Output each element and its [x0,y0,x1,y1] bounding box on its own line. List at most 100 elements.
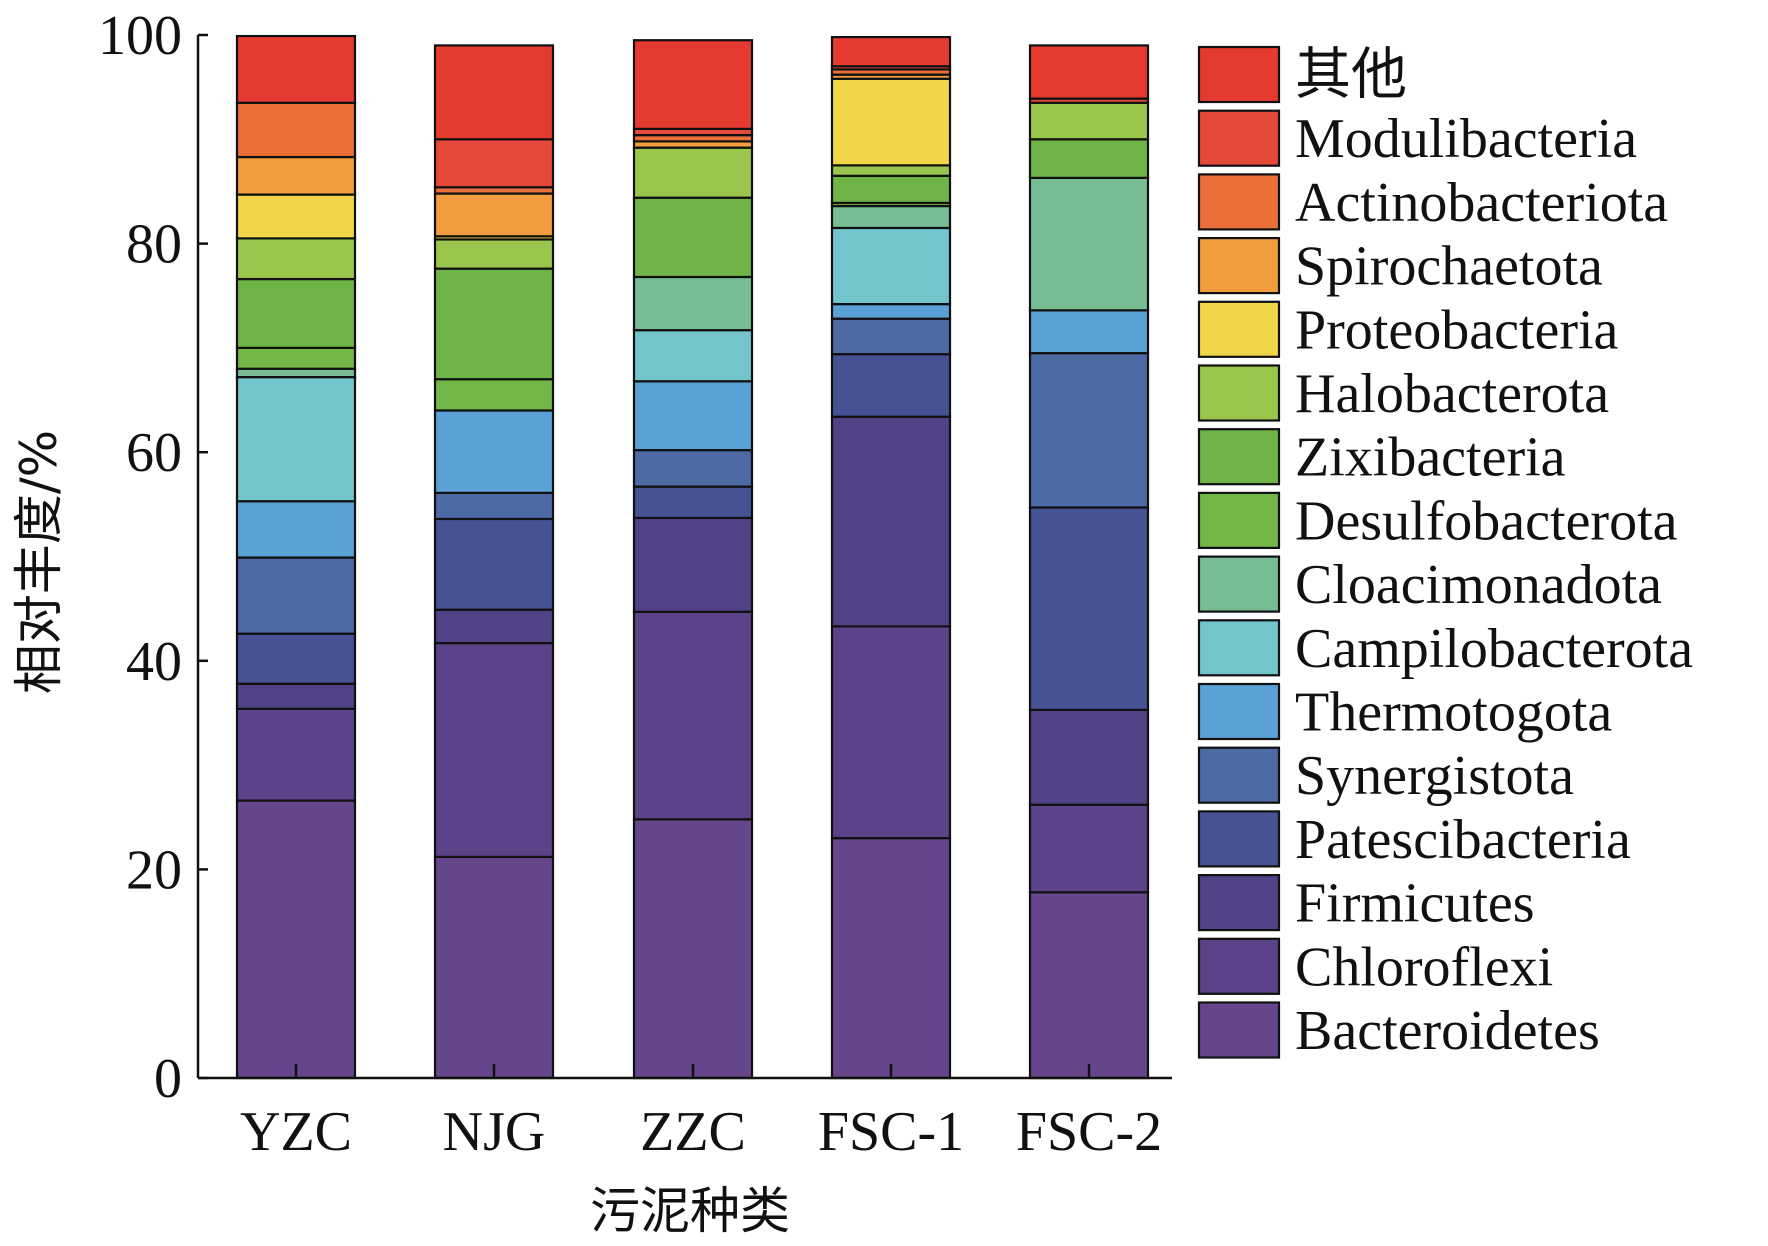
bar-segment-YZC-Campilobacterota [235,376,357,503]
legend-swatch-Patescibacteria [1197,810,1281,868]
bar-segment-NJG-Synergistota [433,491,555,521]
bar-segment-ZZC-Patescibacteria [632,485,754,520]
y-tick-label-100: 100 [98,5,182,67]
bar-segment-FSC-1-Campilobacterota [830,226,952,306]
legend-swatch-Firmicutes [1197,873,1281,932]
bar-segment-FSC-2-Zixibacteria [1028,138,1150,179]
bar-segment-FSC-2-Synergistota [1028,352,1150,509]
bar-segment-FSC-2-Cloacimonadota [1028,176,1150,312]
bar-segment-FSC-1-其他 [830,35,952,68]
bar-segment-NJG-Chloroflexi [433,641,555,858]
bar-segment-FSC-1-Firmicutes [830,415,952,628]
bar-segment-FSC-1-Halobacterota [830,164,952,177]
bar-segment-NJG-Halobacterota [433,238,555,270]
x-axis-title: 污泥种类 [590,1182,790,1240]
bar-segment-FSC-2-Firmicutes [1028,708,1150,806]
legend-label-Proteobacteria: Proteobacteria [1295,299,1619,361]
legend-label-Zixibacteria: Zixibacteria [1295,427,1566,489]
bar-segment-FSC-2-Patescibacteria [1028,506,1150,711]
bar-segment-NJG-Bacteroidetes [433,855,555,1080]
y-tick-label-80: 80 [126,214,182,276]
legend-label-Desulfobacterota: Desulfobacterota [1295,490,1678,552]
bar-segment-FSC-1-Patescibacteria [830,353,952,418]
bar-segment-FSC-1-Bacteroidetes [830,837,952,1080]
legend-swatch-其他 [1197,45,1281,104]
bar-segment-FSC-2-其他 [1028,44,1150,100]
legend-label-Actinobacteriota: Actinobacteriota [1295,172,1668,234]
x-tick-label-YZC: YZC [240,1101,352,1163]
bar-segment-NJG-其他 [433,44,555,141]
y-tick-label-60: 60 [126,422,182,484]
legend: 其他ModulibacteriaActinobacteriotaSpirocha… [1197,45,1693,1062]
bar-segment-FSC-2-Halobacterota [1028,101,1150,141]
legend-swatch-Halobacterota [1197,364,1281,422]
bar-segment-YZC-Halobacterota [235,237,357,281]
bar-segment-FSC-2-Bacteroidetes [1028,891,1150,1080]
legend-label-Thermotogota: Thermotogota [1295,682,1612,744]
bar-segment-FSC-1-Zixibacteria [830,174,952,205]
bar-segment-YZC-Firmicutes [235,682,357,710]
legend-swatch-Zixibacteria [1197,428,1281,486]
bar-segment-NJG-Patescibacteria [433,517,555,611]
legend-swatch-Thermotogota [1197,682,1281,741]
bar-segment-ZZC-Zixibacteria [632,196,754,279]
bar-segment-YZC-Bacteroidetes [235,799,357,1080]
bar-segment-ZZC-Firmicutes [632,516,754,613]
bar-segment-FSC-2-Thermotogota [1028,309,1150,355]
bars-layer [235,34,1150,1080]
bar-segment-FSC-1-Cloacimonadota [830,204,952,230]
bar-segment-ZZC-Cloacimonadota [632,275,754,332]
legend-swatch-Proteobacteria [1197,300,1281,358]
bar-segment-YZC-Cloacimonadota [235,367,357,379]
legend-label-其他: 其他 [1295,45,1407,107]
bar-segment-ZZC-Halobacterota [632,146,754,199]
bar-segment-ZZC-Bacteroidetes [632,818,754,1080]
bar-segment-FSC-1-Proteobacteria [830,77,952,167]
bar-segment-ZZC-Campilobacterota [632,329,754,383]
x-tick-label-FSC-1: FSC-1 [818,1101,964,1163]
bar-segment-NJG-Desulfobacterota [433,378,555,412]
legend-label-Synergistota: Synergistota [1295,745,1574,807]
legend-swatch-Actinobacteriota [1197,173,1281,231]
legend-swatch-Bacteroidetes [1197,1001,1281,1059]
legend-swatch-Desulfobacterota [1197,491,1281,549]
legend-label-Firmicutes: Firmicutes [1295,873,1535,935]
bar-segment-NJG-Zixibacteria [433,267,555,381]
bar-segment-YZC-Zixibacteria [235,277,357,350]
y-tick-label-0: 0 [154,1048,182,1110]
axes-layer: 0 20 40 60 80 100 YZC NJG ZZC FSC-1 FSC-2 [98,5,1172,1163]
legend-label-Campilobacterota: Campilobacterota [1295,618,1693,680]
bar-segment-FSC-1-Synergistota [830,317,952,356]
bar-segment-FSC-2-Chloroflexi [1028,803,1150,894]
legend-swatch-Modulibacteria [1197,109,1281,167]
bar-segment-FSC-1-Thermotogota [830,302,952,320]
bar-segment-YZC-Patescibacteria [235,632,357,685]
legend-label-Bacteroidetes: Bacteroidetes [1295,1000,1600,1062]
bar-segment-ZZC-Chloroflexi [632,610,754,821]
legend-swatch-Synergistota [1197,746,1281,804]
legend-label-Chloroflexi: Chloroflexi [1295,936,1553,998]
bar-segment-YZC-Synergistota [235,556,357,635]
legend-swatch-Chloroflexi [1197,937,1281,995]
legend-label-Cloacimonadota: Cloacimonadota [1295,554,1662,616]
bar-segment-NJG-Modulibacteria [433,138,555,189]
legend-swatch-Spirochaetota [1197,237,1281,295]
legend-label-Spirochaetota: Spirochaetota [1295,236,1603,298]
x-tick-label-ZZC: ZZC [640,1101,746,1163]
legend-label-Patescibacteria: Patescibacteria [1295,809,1631,871]
bar-segment-NJG-Spirochaetota [433,192,555,238]
bar-segment-ZZC-Synergistota [632,449,754,488]
bar-segment-YZC-Proteobacteria [235,193,357,240]
legend-swatch-Cloacimonadota [1197,555,1281,613]
y-tick-label-20: 20 [126,839,182,901]
bar-segment-YZC-Desulfobacterota [235,346,357,370]
legend-label-Halobacterota: Halobacterota [1295,363,1609,425]
bar-segment-YZC-Actinobacteriota [235,101,357,159]
bar-segment-YZC-其他 [235,34,357,104]
bar-segment-NJG-Thermotogota [433,409,555,494]
bar-segment-YZC-Chloroflexi [235,707,357,802]
legend-label-Modulibacteria: Modulibacteria [1295,108,1637,170]
x-tick-label-FSC-2: FSC-2 [1016,1101,1162,1163]
bar-segment-YZC-Thermotogota [235,500,357,559]
